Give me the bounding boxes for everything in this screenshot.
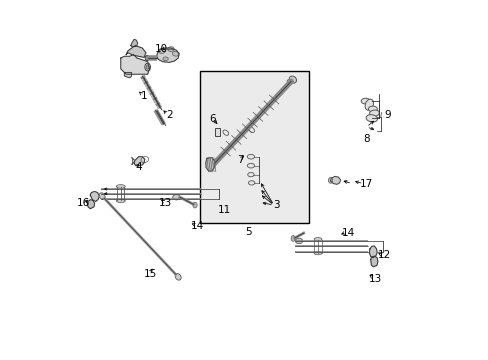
Text: 3: 3 [273, 200, 280, 210]
Ellipse shape [367, 106, 377, 112]
Ellipse shape [158, 48, 165, 53]
Polygon shape [126, 45, 145, 57]
Polygon shape [205, 158, 215, 171]
Text: 9: 9 [384, 111, 390, 121]
Ellipse shape [163, 57, 168, 60]
Text: 12: 12 [377, 250, 390, 260]
Polygon shape [131, 40, 137, 46]
Ellipse shape [366, 114, 377, 122]
Text: 8: 8 [363, 134, 369, 144]
Bar [199, 71, 308, 223]
Ellipse shape [247, 172, 254, 177]
Ellipse shape [290, 235, 295, 241]
Ellipse shape [365, 99, 373, 110]
Text: 6: 6 [208, 114, 215, 124]
Ellipse shape [248, 181, 254, 185]
Polygon shape [368, 246, 376, 258]
Ellipse shape [361, 98, 369, 104]
Text: 2: 2 [166, 111, 173, 121]
Ellipse shape [192, 202, 197, 208]
Ellipse shape [99, 193, 105, 199]
Ellipse shape [313, 238, 321, 241]
Polygon shape [134, 157, 144, 166]
Text: 10: 10 [154, 44, 167, 54]
Ellipse shape [172, 194, 180, 200]
Polygon shape [87, 200, 94, 209]
Ellipse shape [289, 76, 296, 83]
Ellipse shape [247, 154, 254, 159]
Polygon shape [156, 48, 179, 62]
Ellipse shape [370, 248, 374, 255]
Text: 4: 4 [135, 162, 142, 172]
Text: 13: 13 [368, 274, 381, 284]
Ellipse shape [328, 177, 332, 183]
Polygon shape [370, 256, 377, 267]
Polygon shape [121, 54, 149, 74]
Text: 16: 16 [77, 198, 90, 208]
Text: 11: 11 [218, 206, 231, 216]
Ellipse shape [91, 193, 95, 199]
Ellipse shape [145, 55, 148, 60]
Text: 13: 13 [159, 198, 172, 208]
Ellipse shape [116, 185, 125, 188]
Ellipse shape [295, 238, 302, 244]
Ellipse shape [167, 47, 174, 51]
Text: 15: 15 [143, 269, 157, 279]
Ellipse shape [144, 63, 150, 71]
Ellipse shape [116, 199, 125, 203]
Text: 14: 14 [341, 228, 354, 238]
Ellipse shape [368, 110, 379, 117]
Text: 17: 17 [359, 179, 372, 189]
Polygon shape [330, 176, 340, 184]
Bar [215, 128, 220, 135]
Ellipse shape [313, 252, 321, 255]
Ellipse shape [175, 274, 181, 280]
Ellipse shape [172, 51, 179, 56]
Text: 7: 7 [237, 155, 244, 165]
Ellipse shape [146, 65, 149, 69]
Polygon shape [124, 72, 131, 78]
Text: 1: 1 [141, 91, 147, 101]
Text: 14: 14 [191, 221, 204, 231]
Text: 5: 5 [244, 227, 251, 237]
Polygon shape [90, 192, 99, 202]
Ellipse shape [247, 163, 254, 168]
